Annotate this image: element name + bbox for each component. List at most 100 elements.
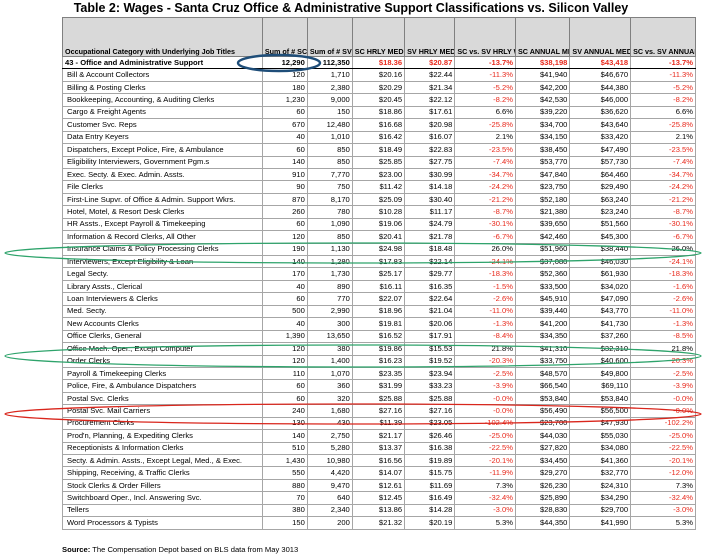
table-row: Shipping, Receiving, & Traffic Clerks 550… [62,466,696,480]
cell-sv-employees: 2,750 [306,429,353,443]
cell-sv-employees: 2,380 [306,80,353,95]
cell-sc-annual-median: $41,310 [514,342,571,356]
cell-sc-employees: 380 [261,503,308,518]
cell-sc-hourly-median: $16.42 [351,130,406,145]
cell-sc-hourly-median: $16.56 [351,453,406,468]
cell-annual-wage-diff: -24.1% [630,254,696,269]
cell-hourly-wage-diff: 21.8% [454,342,516,356]
cell-sc-hourly-median: $18.96 [351,304,406,319]
cell-annual-wage-diff: -11.0% [630,304,696,319]
header-hourly-wage-diff: SC vs. SV HRLY WAGE (+/- %) [454,17,516,57]
table-row: Information & Record Clerks, All Other 12… [62,230,696,244]
cell-sc-annual-median: $53,840 [514,391,571,406]
cell-hourly-wage-diff: -2.5% [454,366,516,381]
header-sc-annual-median: SC ANNUAL MEDIAN [514,17,571,57]
cell-sc-annual-median: $33,500 [514,279,571,294]
cell-hourly-wage-diff: -0.0% [454,404,516,418]
cell-occupation: Postal Svc. Clerks [62,391,263,406]
cell-sv-hourly-median: $17.91 [404,329,456,344]
cell-sc-annual-median: $42,530 [514,93,571,107]
header-annual-wage-diff: SC vs. SV ANNUAL WAGE (+/- %) [630,17,696,57]
cell-sv-employees: 7,770 [306,167,353,182]
cell-sc-annual-median: $27,820 [514,441,571,456]
cell-hourly-wage-diff: -3.0% [454,503,516,518]
cell-sv-hourly-median: $11.17 [404,205,456,219]
cell-sc-annual-median: $38,198 [514,55,571,70]
table-row: First-Line Supvr. of Office & Admin. Sup… [62,192,696,207]
cell-occupation: Office Clerks, General [62,329,263,344]
cell-sc-hourly-median: $13.86 [351,503,406,518]
cell-sv-employees: 5,280 [306,441,353,456]
cell-sv-hourly-median: $22.64 [404,292,456,306]
cell-sv-hourly-median: $15.53 [404,342,456,356]
cell-sv-hourly-median: $16.49 [404,491,456,505]
cell-annual-wage-diff: -0.0% [630,391,696,406]
cell-hourly-wage-diff: -2.6% [454,292,516,306]
cell-sv-employees: 300 [306,317,353,331]
cell-sc-hourly-median: $20.29 [351,80,406,95]
cell-sv-hourly-median: $21.04 [404,304,456,319]
cell-sc-hourly-median: $10.28 [351,205,406,219]
cell-sc-annual-median: $29,270 [514,466,571,480]
cell-occupation: Bill & Account Collectors [62,68,263,82]
cell-sv-employees: 430 [306,416,353,431]
cell-sv-annual-median: $56,500 [569,404,632,418]
cell-sc-annual-median: $41,200 [514,317,571,331]
cell-occupation: File Clerks [62,180,263,194]
table-row: Med. Secty. 500 2,990 $18.96 $21.04 -11.0% $39… [62,304,696,319]
cell-sv-hourly-median: $14.28 [404,503,456,518]
cell-annual-wage-diff: -32.4% [630,491,696,505]
cell-sv-hourly-median: $16.07 [404,130,456,145]
cell-sv-annual-median: $41,990 [569,516,632,530]
cell-sv-annual-median: $45,300 [569,230,632,244]
table-row: Police, Fire, & Ambulance Dispatchers 60 3… [62,379,696,393]
table-row: Hotel, Motel, & Resort Desk Clerks 260 780… [62,205,696,219]
cell-annual-wage-diff: -2.5% [630,366,696,381]
cell-sv-employees: 1,730 [306,267,353,281]
cell-sc-hourly-median: $20.41 [351,230,406,244]
cell-occupation: Billing & Posting Clerks [62,80,263,95]
table-row: HR Assts., Except Payroll & Timekeeping 6… [62,217,696,232]
cell-sc-employees: 240 [261,404,308,418]
cell-sv-employees: 200 [306,516,353,530]
cell-annual-wage-diff: -1.6% [630,279,696,294]
cell-sc-employees: 910 [261,167,308,182]
cell-sc-employees: 120 [261,230,308,244]
cell-sc-hourly-median: $18.49 [351,143,406,157]
table-row: File Clerks 90 750 $11.42 $14.18 -24.2% $23,75… [62,180,696,194]
cell-sv-employees: 770 [306,292,353,306]
cell-annual-wage-diff: -102.2% [630,416,696,431]
cell-hourly-wage-diff: -24.2% [454,180,516,194]
cell-sv-employees: 10,980 [306,453,353,468]
cell-sc-employees: 140 [261,254,308,269]
header-sv-hourly-median: SV HRLY MEDIAN [404,17,456,57]
cell-sc-annual-median: $45,910 [514,292,571,306]
cell-hourly-wage-diff: 2.1% [454,130,516,145]
cell-annual-wage-diff: -1.3% [630,317,696,331]
cell-sc-employees: 670 [261,118,308,132]
cell-annual-wage-diff: 2.1% [630,130,696,145]
cell-sv-employees: 150 [306,105,353,120]
cell-sv-employees: 1,280 [306,254,353,269]
cell-sv-hourly-median: $30.40 [404,192,456,207]
cell-occupation: First-Line Supvr. of Office & Admin. Sup… [62,192,263,207]
cell-sc-hourly-median: $19.81 [351,317,406,331]
table-row: Cargo & Freight Agents 60 150 $18.86 $17.61 6… [62,105,696,120]
cell-sc-hourly-median: $21.17 [351,429,406,443]
cell-sc-hourly-median: $12.61 [351,478,406,493]
cell-sv-annual-median: $34,080 [569,441,632,456]
table-row: Postal Svc. Mail Carriers 240 1,680 $27.16 $… [62,404,696,418]
cell-occupation: Eligibility Interviewers, Government Pgm… [62,155,263,169]
cell-hourly-wage-diff: -8.2% [454,93,516,107]
table-row: Secty. & Admin. Assts., Except Legal, Me… [62,453,696,468]
cell-sc-annual-median: $66,540 [514,379,571,393]
cell-hourly-wage-diff: -22.5% [454,441,516,456]
table-title: Table 2: Wages - Santa Cruz Office & Adm… [73,1,629,15]
cell-annual-wage-diff: -20.1% [630,453,696,468]
cell-annual-wage-diff: -25.8% [630,118,696,132]
cell-sc-employees: 170 [261,267,308,281]
cell-occupation: Cargo & Freight Agents [62,105,263,120]
source-text: The Compensation Depot based on BLS data… [90,545,299,554]
cell-sv-hourly-median: $11.69 [404,478,456,493]
cell-sv-annual-median: $37,260 [569,329,632,344]
